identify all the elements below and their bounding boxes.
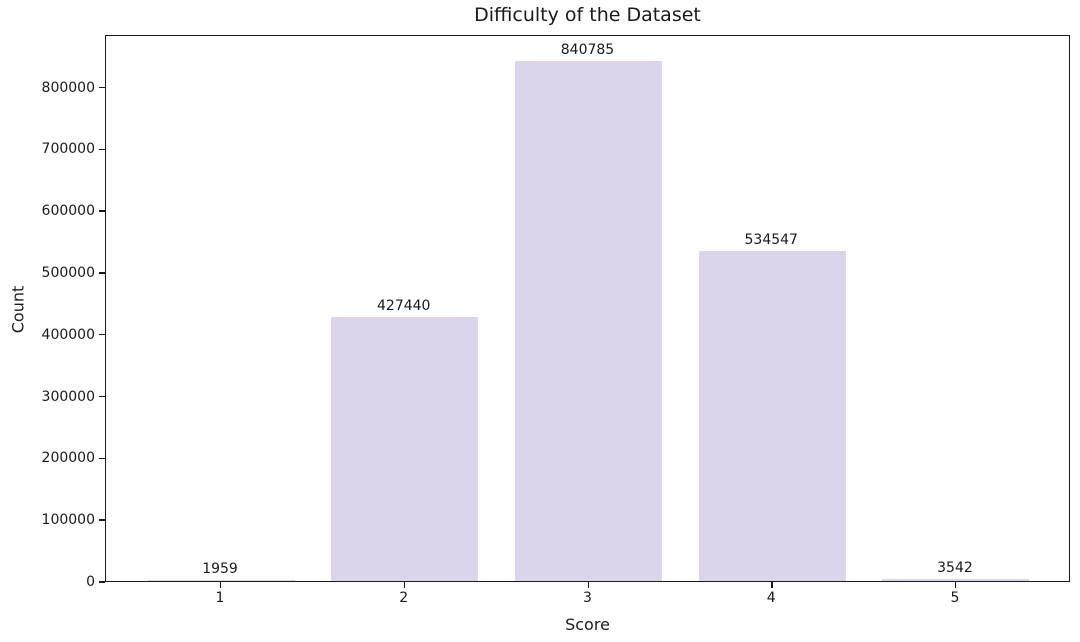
y-tick-label: 100000	[41, 512, 95, 529]
y-tick-mark	[99, 395, 105, 398]
y-tick-label: 300000	[41, 388, 95, 405]
bar-score-1	[147, 579, 295, 581]
x-tick-label: 2	[399, 590, 409, 606]
x-tick-mark	[771, 582, 773, 588]
bar-value-label: 1959	[202, 560, 238, 577]
bar-value-label: 427440	[377, 297, 431, 314]
bar-value-label: 534547	[744, 231, 798, 248]
bar-score-2	[331, 316, 479, 581]
y-tick-mark	[99, 457, 105, 460]
x-tick-label: 5	[950, 590, 960, 606]
y-tick-label: 500000	[41, 264, 95, 281]
y-tick-mark	[99, 519, 105, 521]
x-tick-mark	[403, 582, 406, 588]
x-tick-label: 1	[215, 590, 225, 606]
bar-score-5	[882, 578, 1030, 581]
x-tick-mark	[587, 582, 589, 588]
x-axis-label: Score	[565, 615, 610, 634]
y-tick-mark	[99, 210, 105, 212]
y-tick-label: 200000	[41, 450, 95, 467]
bar-score-4	[698, 250, 846, 581]
x-tick-label: 4	[766, 590, 776, 606]
y-tick-label: 700000	[41, 141, 95, 158]
y-tick-mark	[99, 86, 105, 89]
y-tick-mark	[99, 334, 105, 336]
bar-value-label: 840785	[560, 42, 615, 59]
y-tick-mark	[99, 581, 105, 583]
y-tick-label: 600000	[41, 203, 95, 220]
y-axis-label: Count	[8, 285, 28, 334]
y-tick-mark	[99, 148, 105, 151]
plot-area	[105, 35, 1070, 582]
x-tick-mark	[954, 582, 957, 588]
bar-value-label: 3542	[937, 559, 973, 576]
x-tick-label: 3	[583, 590, 592, 606]
chart-title: Difficulty of the Dataset	[474, 4, 701, 26]
y-tick-label: 0	[86, 574, 95, 590]
bar-score-3	[515, 61, 662, 581]
x-tick-mark	[220, 582, 222, 588]
y-tick-label: 400000	[41, 326, 95, 343]
y-tick-mark	[99, 272, 105, 274]
y-tick-label: 800000	[41, 79, 95, 96]
